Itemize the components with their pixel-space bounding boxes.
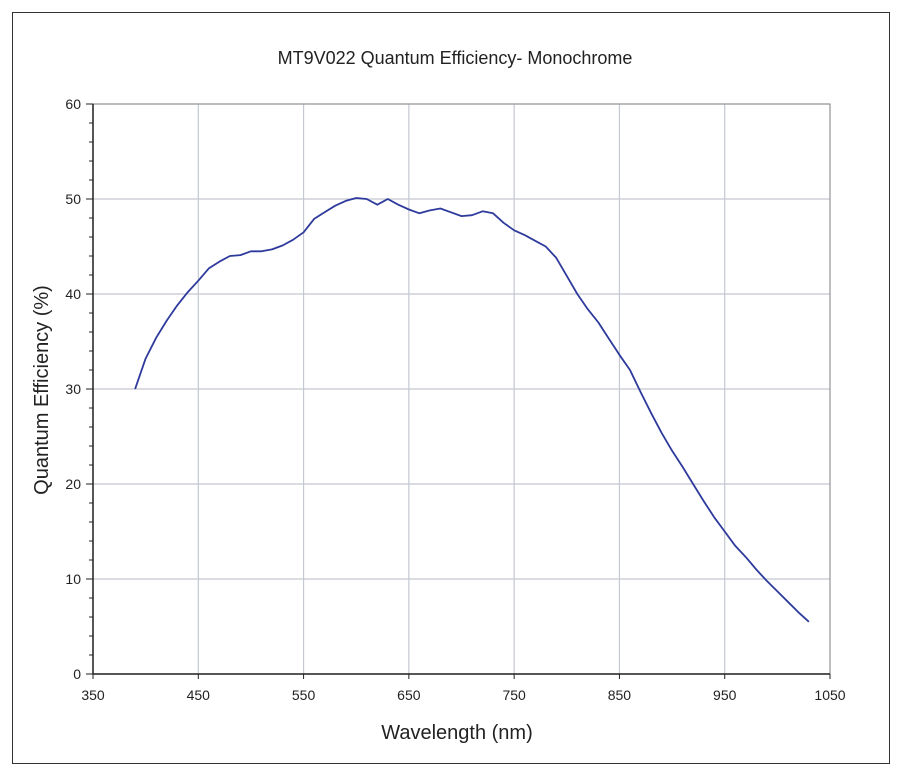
x-tick-label: 650 xyxy=(397,687,421,703)
y-tick-label: 60 xyxy=(65,96,81,112)
chart-frame xyxy=(12,12,890,764)
x-tick-label: 850 xyxy=(608,687,632,703)
y-axis-label: Quantum Efficiency (%) xyxy=(31,285,53,495)
y-tick-label: 0 xyxy=(73,666,81,682)
chart-title: MT9V022 Quantum Efficiency- Monochrome xyxy=(278,48,633,68)
qe-series-line xyxy=(134,197,810,623)
x-tick-label: 550 xyxy=(292,687,316,703)
x-tick-label: 750 xyxy=(502,687,526,703)
y-tick-label: 40 xyxy=(65,286,81,302)
y-tick-label: 10 xyxy=(65,571,81,587)
x-tick-label: 450 xyxy=(187,687,211,703)
x-axis-label: Wavelength (nm) xyxy=(381,722,533,744)
x-tick-label: 350 xyxy=(81,687,105,703)
x-tick-label: 1050 xyxy=(814,687,845,703)
y-tick-label: 50 xyxy=(65,191,81,207)
x-tick-label: 950 xyxy=(713,687,737,703)
y-tick-label: 30 xyxy=(65,381,81,397)
y-tick-label: 20 xyxy=(65,476,81,492)
